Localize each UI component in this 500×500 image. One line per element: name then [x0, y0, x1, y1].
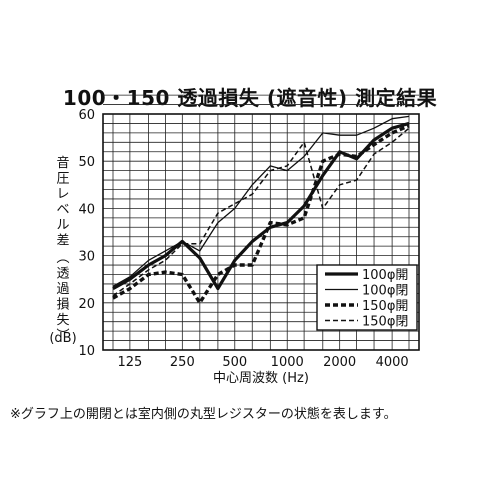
series-line-3 — [112, 124, 410, 305]
y-label-char: ベ — [56, 203, 69, 218]
legend-label-3: 150φ開 — [362, 299, 408, 314]
y-label-paren-char: ︶ — [56, 329, 69, 344]
grid — [103, 94, 419, 350]
y-tick-label: 50 — [78, 155, 95, 170]
legend-label-2: 100φ閉 — [362, 284, 408, 299]
legend-label-1: 100φ開 — [362, 268, 408, 283]
x-tick-label: 4000 — [376, 355, 409, 370]
y-tick-label: 60 — [78, 108, 95, 123]
x-tick-label: 250 — [170, 355, 195, 370]
y-label-paren-char: 損 — [56, 298, 69, 313]
x-tick-label: 1000 — [271, 355, 304, 370]
y-label-unit: (dB) — [49, 331, 76, 346]
footnote: ※グラフ上の開閉とは室内側の丸型レジスターの状態を表します。 — [10, 407, 397, 422]
legend-box — [316, 264, 418, 331]
y-label-paren-char: ︵ — [56, 251, 69, 266]
y-tick-label: 30 — [78, 250, 95, 265]
series-line-1 — [112, 121, 410, 291]
y-tick-label: 20 — [78, 297, 95, 312]
y-label-paren-char: 失 — [56, 313, 69, 328]
series-line-4 — [112, 127, 410, 297]
y-label-char: 音 — [56, 155, 69, 171]
y-label-paren-char: 透 — [56, 267, 69, 282]
x-tick-label: 2000 — [323, 355, 356, 370]
x-axis-label: 中心周波数 (Hz) — [213, 371, 309, 386]
x-tick-label: 125 — [117, 355, 142, 370]
y-tick-label: 10 — [78, 344, 95, 359]
plot-frame — [102, 113, 420, 351]
y-ticks: 10 20 30 40 50 60 — [78, 108, 95, 359]
x-ticks: 125 250 500 1000 2000 4000 — [117, 355, 408, 370]
y-tick-label: 40 — [78, 202, 95, 217]
series — [112, 115, 410, 305]
y-label-char: ル — [56, 218, 69, 233]
legend-label-4: 150φ閉 — [362, 315, 408, 330]
series-line-2 — [112, 115, 410, 287]
y-label-paren-char: 過 — [56, 282, 69, 297]
y-label-char: 圧 — [56, 172, 69, 187]
y-label-char: 差 — [56, 234, 69, 249]
chart-title: 100・150 透過損失 (遮音性) 測定結果 — [62, 86, 438, 110]
x-tick-label: 500 — [222, 355, 247, 370]
y-label-char: レ — [56, 187, 69, 202]
